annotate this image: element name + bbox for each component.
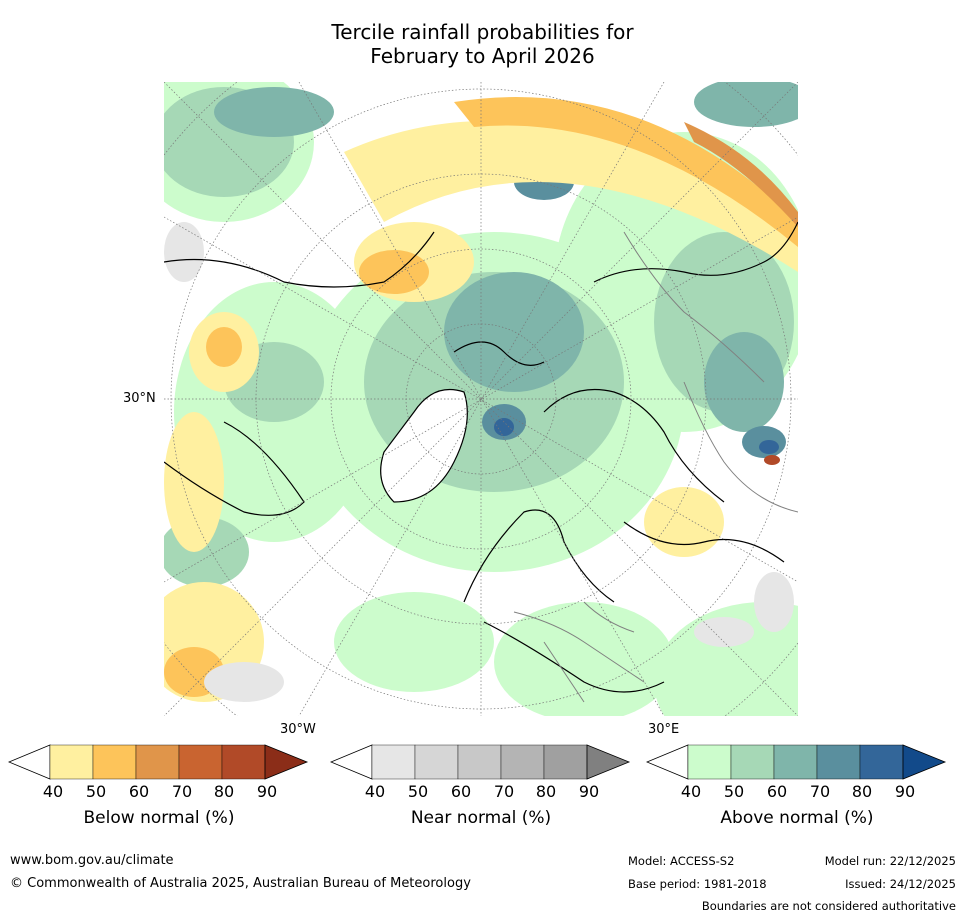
footer-model: Model: ACCESS-S2 <box>628 854 735 868</box>
colorbar-near-ticks: 40 50 60 70 80 90 <box>330 782 632 802</box>
below-swatch <box>221 744 266 780</box>
colorbar-above-ticks: 40 50 60 70 80 90 <box>646 782 948 802</box>
above-swatch <box>730 744 775 780</box>
footer-copyright: © Commonwealth of Australia 2025, Austra… <box>10 876 471 891</box>
above-high-extend <box>902 744 947 780</box>
footer-base-period: Base period: 1981-2018 <box>628 877 767 891</box>
lon-label-30w: 30°W <box>280 722 316 737</box>
above-low-extend <box>646 744 689 780</box>
below-normal-max-spot <box>764 455 780 465</box>
below-normal-arc <box>344 120 798 272</box>
near-high-extend <box>586 744 631 780</box>
lon-label-30e: 30°E <box>648 722 680 737</box>
tick-label: 50 <box>723 782 745 801</box>
greenland <box>380 388 468 503</box>
above-swatch <box>687 744 732 780</box>
above-normal-max-regions <box>494 418 779 454</box>
map-title-line1: Tercile rainfall probabilities for <box>331 20 634 44</box>
map-title: Tercile rainfall probabilities for Febru… <box>0 20 965 68</box>
graticule <box>164 82 798 716</box>
colorbar-below-title: Below normal (%) <box>83 808 235 828</box>
colorbar-above-title: Above normal (%) <box>720 808 874 828</box>
above-swatch <box>859 744 904 780</box>
tick-label: 70 <box>493 782 515 801</box>
near-swatch <box>457 744 502 780</box>
below-swatch <box>135 744 180 780</box>
tick-label: 40 <box>680 782 702 801</box>
below-swatch <box>49 744 94 780</box>
tick-label: 50 <box>85 782 107 801</box>
tick-label: 70 <box>171 782 193 801</box>
forecast-map <box>164 82 798 716</box>
near-swatch <box>543 744 588 780</box>
tick-label: 80 <box>535 782 557 801</box>
tick-label: 80 <box>213 782 235 801</box>
below-low-extend <box>8 744 51 780</box>
tick-label: 60 <box>766 782 788 801</box>
near-swatch <box>414 744 459 780</box>
near-low-extend <box>330 744 373 780</box>
near-normal-regions <box>164 222 794 702</box>
tick-label: 40 <box>364 782 386 801</box>
colorbar-below-ticks: 40 50 60 70 80 90 <box>8 782 310 802</box>
near-swatch <box>371 744 416 780</box>
near-swatch <box>500 744 545 780</box>
tick-label: 90 <box>256 782 278 801</box>
below-normal-arc-strong <box>684 122 798 227</box>
tick-label: 90 <box>578 782 600 801</box>
map-title-line2: February to April 2026 <box>370 44 595 68</box>
below-swatch <box>178 744 223 780</box>
below-high-extend <box>264 744 309 780</box>
footer-issued: Issued: 24/12/2025 <box>845 877 956 891</box>
tick-label: 40 <box>42 782 64 801</box>
tick-label: 90 <box>894 782 916 801</box>
above-swatch <box>816 744 861 780</box>
above-swatch <box>773 744 818 780</box>
coastlines <box>164 221 798 693</box>
below-swatch <box>92 744 137 780</box>
lat-label-30n: 30°N <box>123 391 156 406</box>
footer-url: www.bom.gov.au/climate <box>10 853 174 868</box>
footer-model-run: Model run: 22/12/2025 <box>824 854 956 868</box>
tick-label: 50 <box>407 782 429 801</box>
below-normal-arc-mid <box>454 97 798 247</box>
colorbar-near-title: Near normal (%) <box>410 808 552 828</box>
tick-label: 60 <box>450 782 472 801</box>
tick-label: 70 <box>809 782 831 801</box>
footer-disclaimer: Boundaries are not considered authoritat… <box>701 899 956 913</box>
colorbar-near <box>330 744 631 780</box>
tick-label: 60 <box>128 782 150 801</box>
above-normal-strong-regions <box>214 82 798 432</box>
colorbar-above <box>646 744 947 780</box>
tick-label: 80 <box>851 782 873 801</box>
colorbar-below <box>8 744 309 780</box>
